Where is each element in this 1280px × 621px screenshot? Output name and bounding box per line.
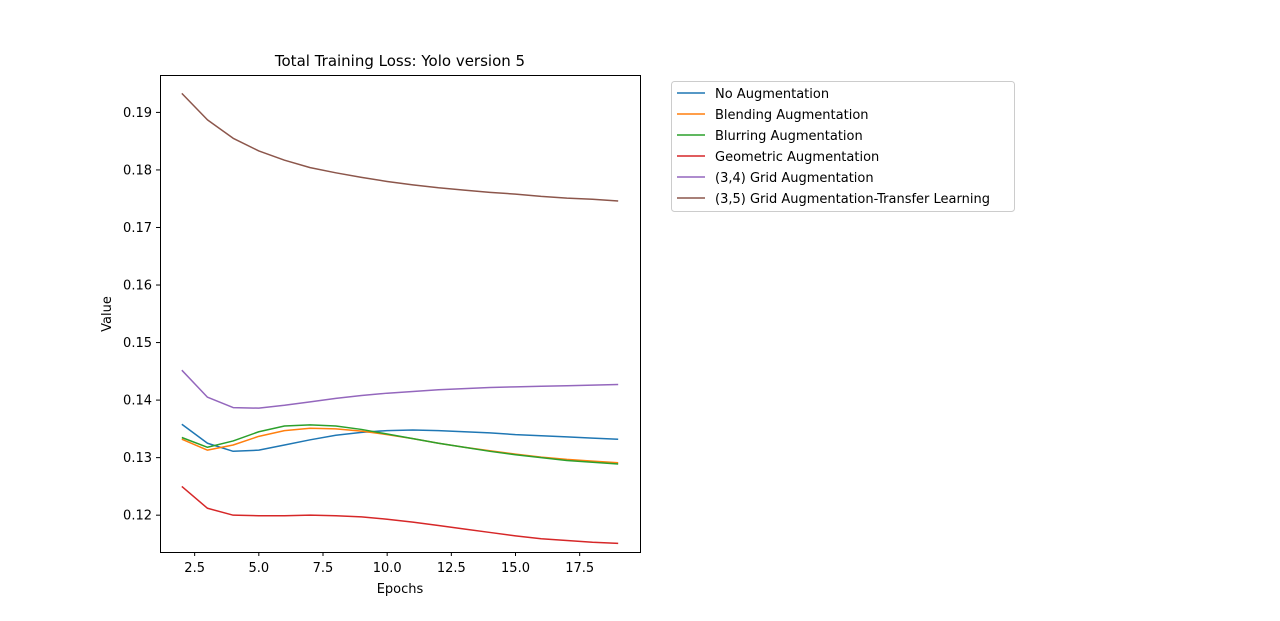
- legend-label-3: Blurring Augmentation: [715, 129, 863, 144]
- x-tick-label: 15.0: [501, 561, 530, 576]
- legend-items: No Augmentation Blending Augmentation Blur…: [677, 87, 990, 207]
- series-line-6: [181, 92, 619, 202]
- series-line-5: [181, 369, 619, 409]
- x-tick-label: 5.0: [248, 561, 269, 576]
- chart-title: Total Training Loss: Yolo version 5: [274, 52, 525, 70]
- legend-label-4: Geometric Augmentation: [715, 150, 879, 165]
- legend-label-2: Blending Augmentation: [715, 108, 869, 123]
- y-tick-label: 0.19: [123, 106, 152, 121]
- y-tick-label: 0.18: [123, 163, 152, 178]
- legend: No Augmentation Blending Augmentation Blur…: [671, 81, 1015, 212]
- x-tick-label: 2.5: [184, 561, 205, 576]
- series-line-4: [181, 485, 619, 545]
- series-line-2: [181, 427, 619, 464]
- x-axis: 2.5 5.0 7.5 10.0 12.5 15.0 17.5: [184, 552, 594, 576]
- y-tick-label: 0.12: [123, 509, 152, 524]
- x-tick-label: 10.0: [373, 561, 402, 576]
- y-tick-label: 0.15: [123, 336, 152, 351]
- y-tick-label: 0.17: [123, 221, 152, 236]
- y-tick-label: 0.13: [123, 451, 152, 466]
- x-axis-label: Epochs: [377, 582, 424, 597]
- x-tick-label: 7.5: [313, 561, 334, 576]
- y-tick-label: 0.14: [123, 394, 152, 409]
- x-tick-label: 17.5: [565, 561, 594, 576]
- y-tick-label: 0.16: [123, 279, 152, 294]
- legend-frame: [671, 81, 1015, 212]
- y-axis-label: Value: [100, 296, 115, 332]
- legend-label-6: (3,5) Grid Augmentation-Transfer Learnin…: [715, 192, 990, 207]
- legend-label-1: No Augmentation: [715, 87, 829, 102]
- series-layer: [181, 92, 619, 545]
- legend-label-5: (3,4) Grid Augmentation: [715, 171, 874, 186]
- y-axis: 0.12 0.13 0.14 0.15 0.16 0.17 0.18 0.19: [123, 106, 160, 524]
- series-line-1: [181, 423, 619, 453]
- series-line-3: [181, 424, 619, 465]
- plot-frame: [160, 75, 641, 553]
- x-tick-label: 12.5: [437, 561, 466, 576]
